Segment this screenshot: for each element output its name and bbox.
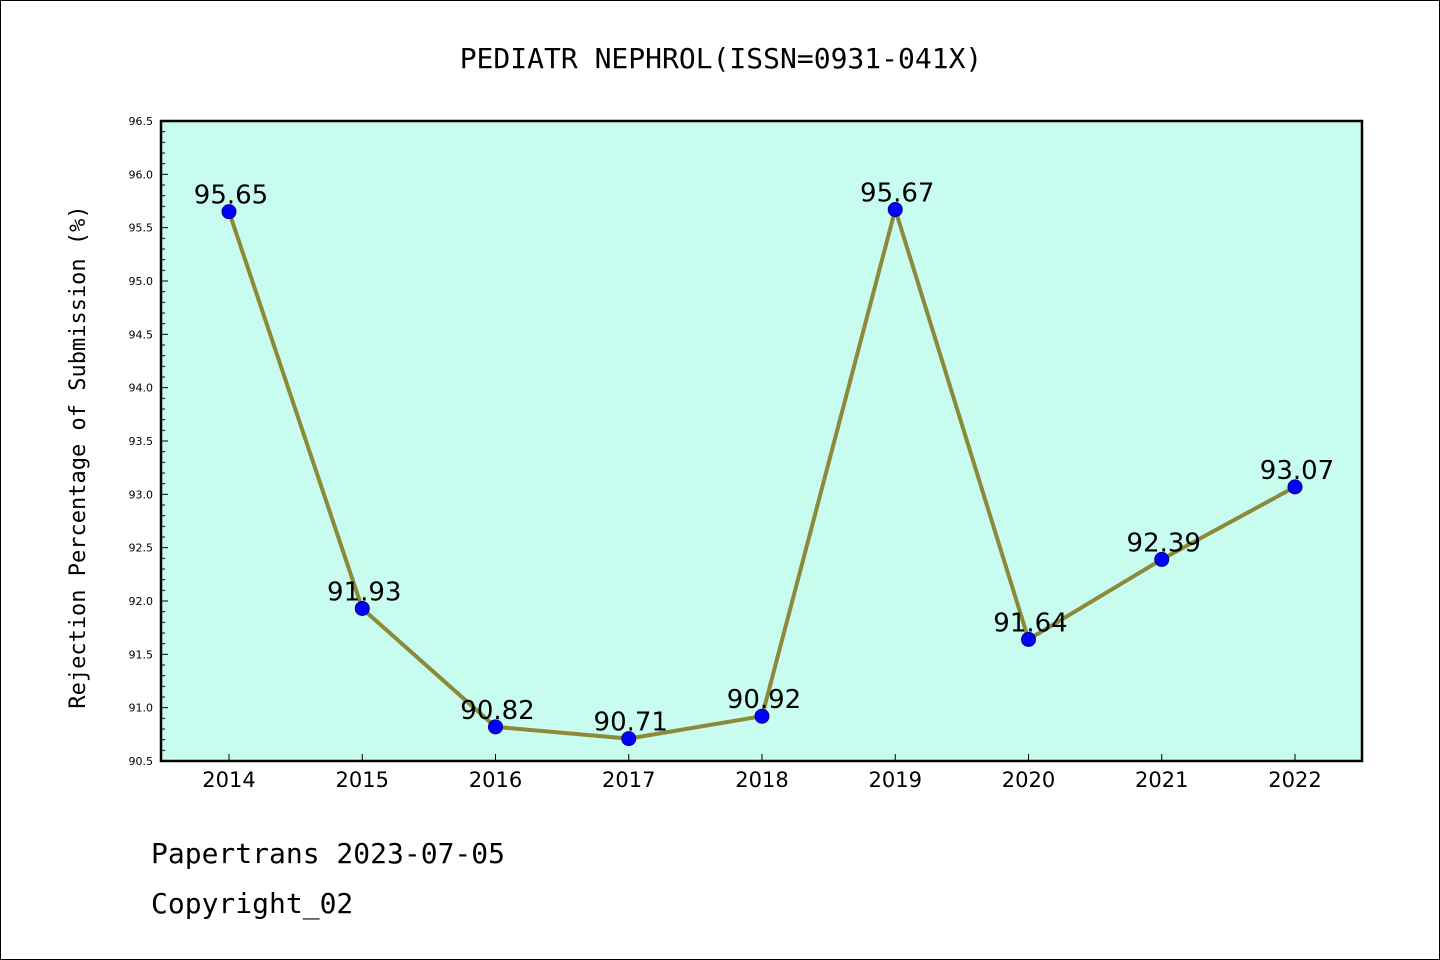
y-tick-label: 93.5 [129, 435, 154, 448]
data-point-2017 [621, 731, 637, 747]
x-axis: 2014 2015 2016 2017 2018 2019 2020 2021 2022 [202, 754, 1322, 792]
data-point-2016 [488, 719, 503, 735]
x-tick-label: 2022 [1268, 768, 1321, 792]
data-point-2020 [1021, 631, 1036, 647]
y-tick-label: 91.5 [129, 648, 154, 661]
y-tick-label: 95.0 [129, 275, 154, 288]
plot-area [159, 119, 1364, 763]
data-label-2016: 90.82 [460, 696, 534, 726]
y-tick-label: 96.0 [129, 168, 154, 181]
data-points [221, 202, 1303, 747]
footer-source: Papertrans 2023-07-05 [151, 837, 506, 870]
data-label-2019: 95.67 [860, 179, 934, 209]
data-label-2015: 91.93 [327, 577, 401, 607]
data-point-2018 [754, 708, 770, 724]
y-tick-label: 92.0 [129, 595, 154, 608]
x-tick-label: 2014 [202, 768, 255, 792]
y-axis: 90.5 91.0 91.5 92.0 92.5 93.0 93.5 94.0 94.5 95.0… [129, 115, 168, 768]
data-point-2014 [221, 204, 237, 220]
data-point-2022 [1287, 479, 1303, 495]
y-tick-label: 95.5 [129, 222, 154, 235]
data-labels: 95.65 91.93 90.82 90.71 90.92 95.67 91.64 92.39… [194, 179, 1334, 738]
y-tick-label: 90.5 [129, 755, 154, 768]
data-label-2020: 91.64 [993, 608, 1067, 638]
y-tick-label: 96.5 [129, 115, 154, 128]
data-label-2018: 90.92 [727, 685, 801, 715]
x-tick-label: 2020 [1002, 768, 1055, 792]
data-label-2017: 90.71 [594, 708, 668, 738]
x-tick-label: 2016 [469, 768, 522, 792]
data-point-2015 [354, 600, 370, 616]
data-label-2014: 95.65 [194, 181, 268, 211]
y-axis-label: Rejection Percentage of Submission (%) [66, 205, 91, 708]
data-label-2022: 93.07 [1260, 456, 1334, 486]
data-point-2019 [887, 202, 903, 218]
y-tick-label: 94.5 [129, 328, 154, 341]
data-label-2021: 92.39 [1127, 528, 1201, 558]
y-tick-label: 93.0 [129, 488, 154, 501]
chart-title: PEDIATR NEPHROL(ISSN=0931-041X) [460, 42, 983, 75]
y-tick-label: 91.0 [129, 702, 154, 715]
y-tick-label: 94.0 [129, 382, 154, 395]
x-tick-label: 2019 [869, 768, 922, 792]
x-tick-label: 2017 [602, 768, 655, 792]
x-tick-label: 2021 [1135, 768, 1188, 792]
y-tick-label: 92.5 [129, 542, 154, 555]
x-tick-label: 2018 [735, 768, 788, 792]
x-tick-label: 2015 [336, 768, 389, 792]
data-point-2021 [1154, 551, 1170, 567]
footer-copyright: Copyright_02 [151, 887, 354, 920]
